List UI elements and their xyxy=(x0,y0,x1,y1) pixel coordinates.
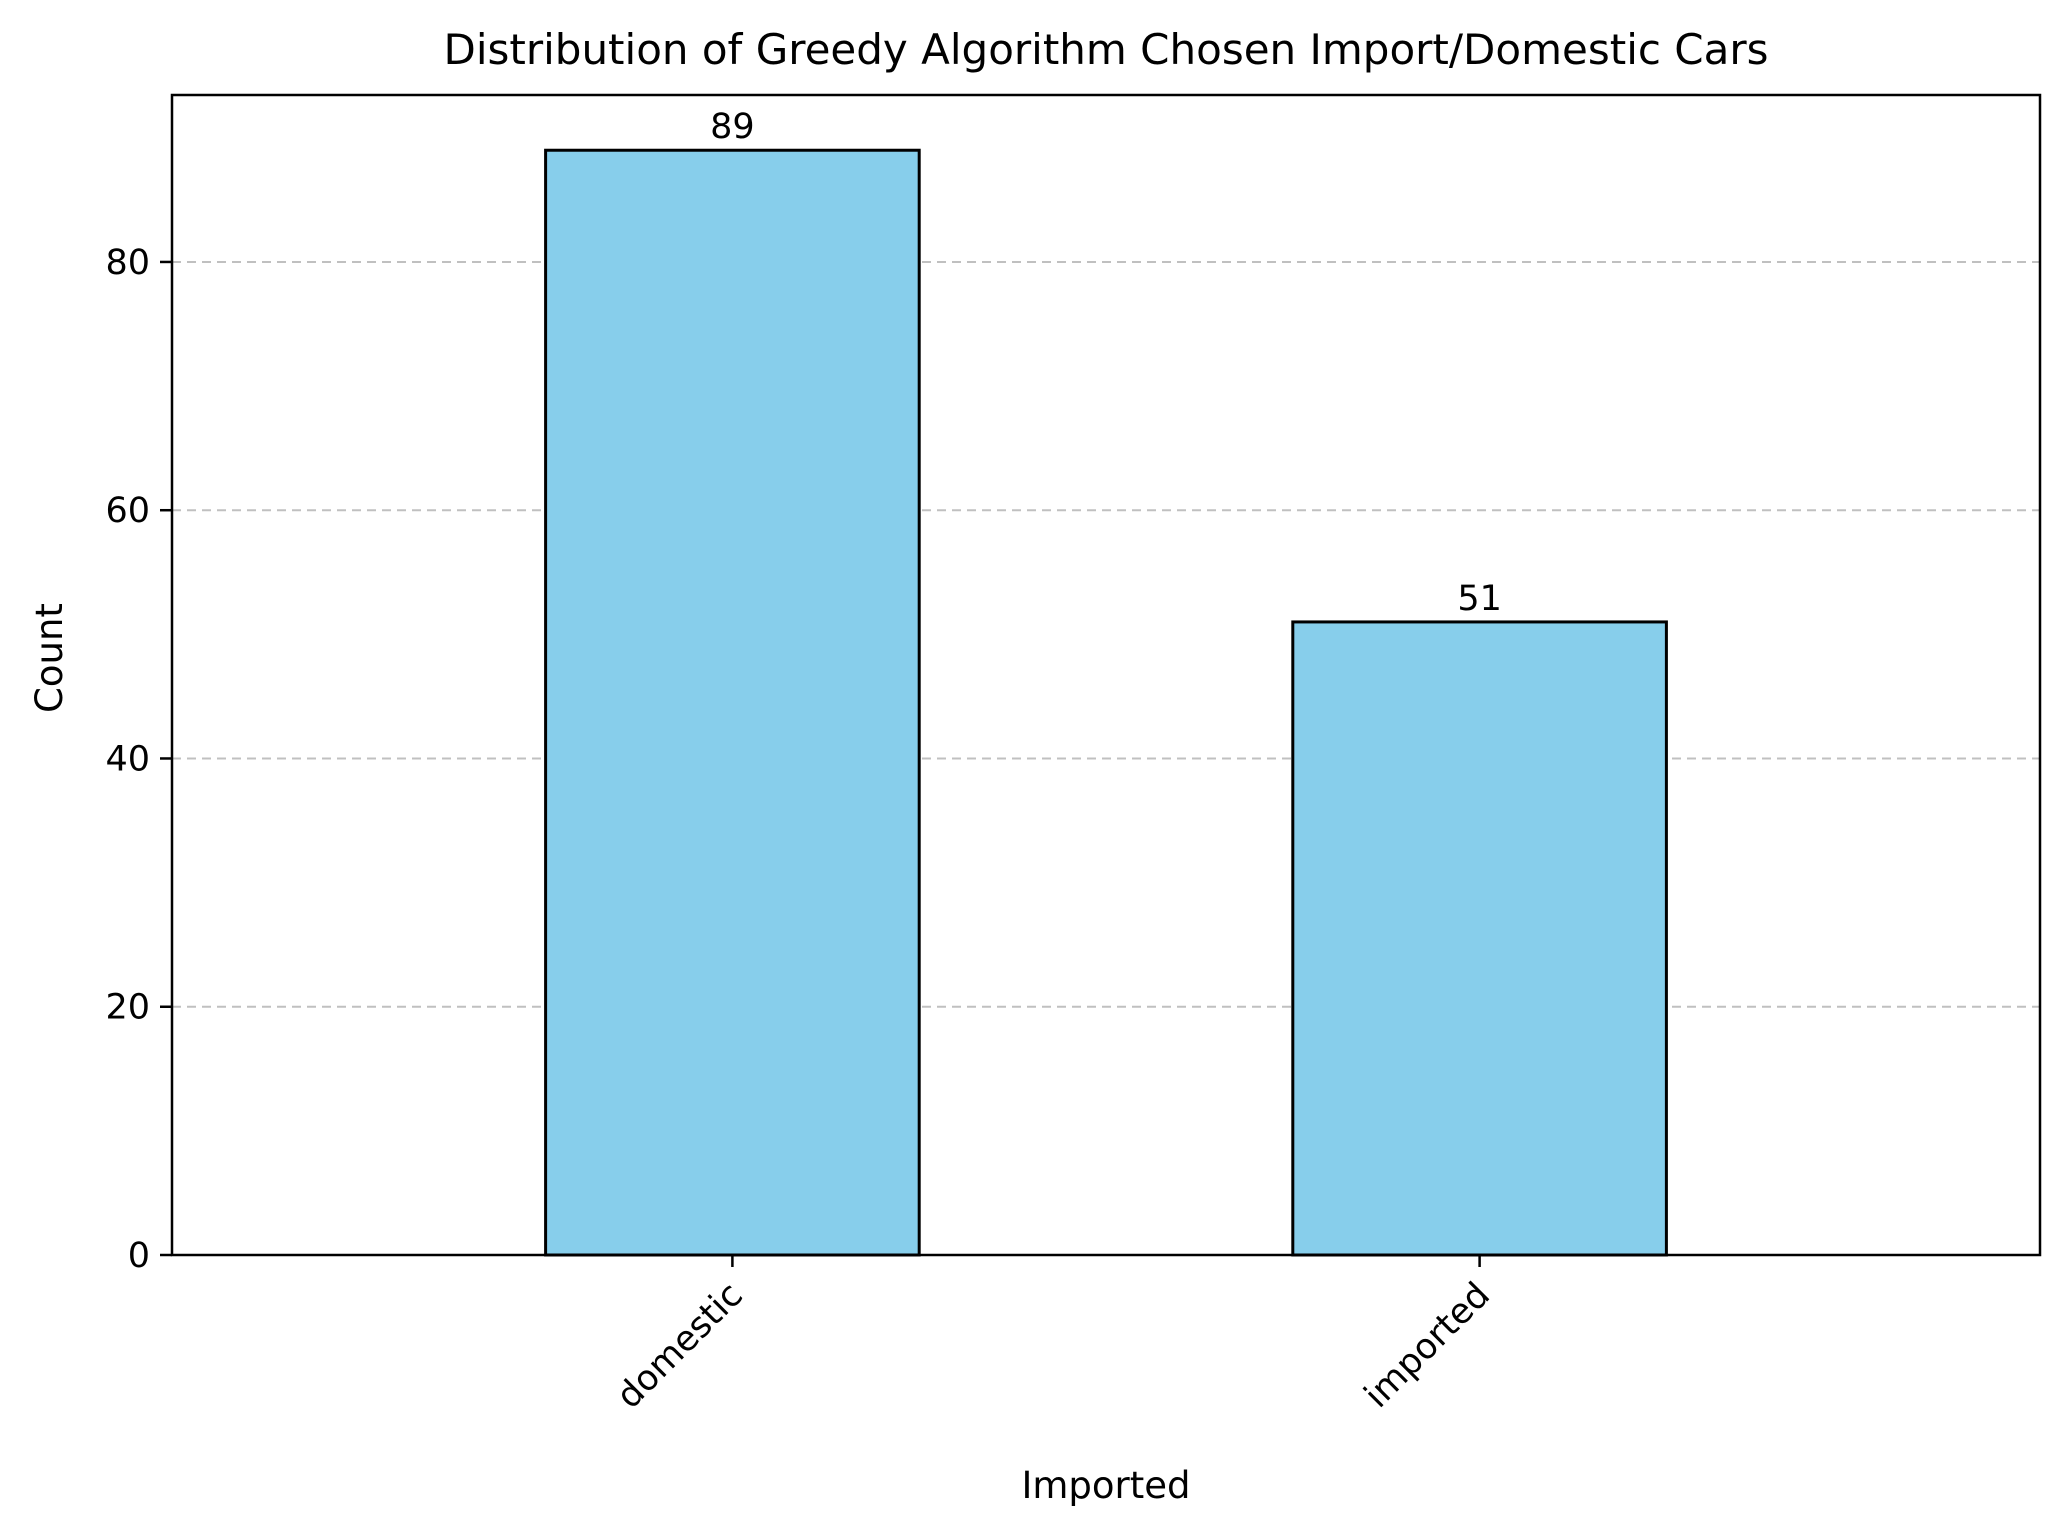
bars: 89 51 xyxy=(544,107,1668,1257)
x-tick-label-imported: imported xyxy=(1357,1275,1498,1416)
y-tick-label: 40 xyxy=(105,739,150,779)
x-axis-label: Imported xyxy=(1021,1464,1190,1507)
bar-imported xyxy=(1291,620,1668,1257)
y-tick-label: 60 xyxy=(105,491,150,531)
plot-frame xyxy=(170,93,2042,1257)
y-tick-label: 0 xyxy=(128,1236,150,1276)
y-tick-label: 80 xyxy=(105,243,150,283)
y-axis-label: Count xyxy=(28,603,71,713)
y-tick-label: 20 xyxy=(105,988,150,1028)
x-tick-label-domestic: domestic xyxy=(609,1275,751,1417)
bar-domestic xyxy=(544,148,921,1257)
data-label-domestic: 89 xyxy=(710,107,755,147)
chart-title: Distribution of Greedy Algorithm Chosen … xyxy=(443,25,1768,74)
grid-lines xyxy=(172,260,2040,1008)
data-label-imported: 51 xyxy=(1457,579,1502,619)
